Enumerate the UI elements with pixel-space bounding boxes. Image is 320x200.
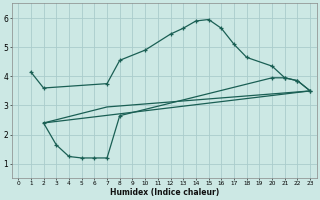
X-axis label: Humidex (Indice chaleur): Humidex (Indice chaleur) [109,188,219,197]
